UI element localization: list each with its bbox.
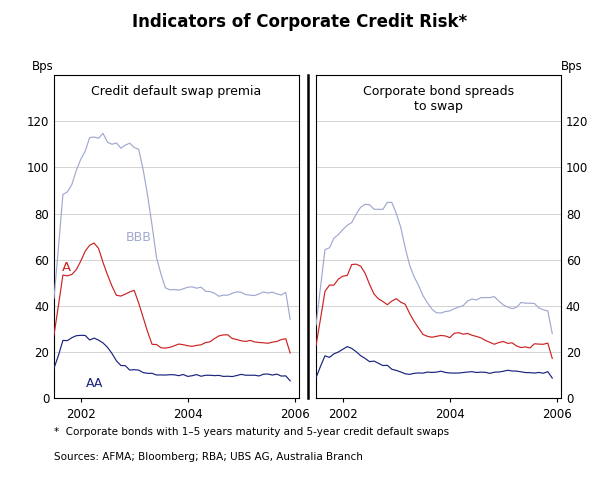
Text: AA: AA [86,377,103,390]
Text: Bps: Bps [561,60,583,73]
Text: BBB: BBB [126,230,152,243]
Text: Sources: AFMA; Bloomberg; RBA; UBS AG, Australia Branch: Sources: AFMA; Bloomberg; RBA; UBS AG, A… [54,452,363,462]
Text: *  Corporate bonds with 1–5 years maturity and 5-year credit default swaps: * Corporate bonds with 1–5 years maturit… [54,427,449,438]
Text: Corporate bond spreads
to swap: Corporate bond spreads to swap [363,85,514,113]
Text: Indicators of Corporate Credit Risk*: Indicators of Corporate Credit Risk* [133,14,467,31]
Text: A: A [62,261,71,274]
Text: Bps: Bps [32,60,54,73]
Text: Credit default swap premia: Credit default swap premia [91,85,262,98]
